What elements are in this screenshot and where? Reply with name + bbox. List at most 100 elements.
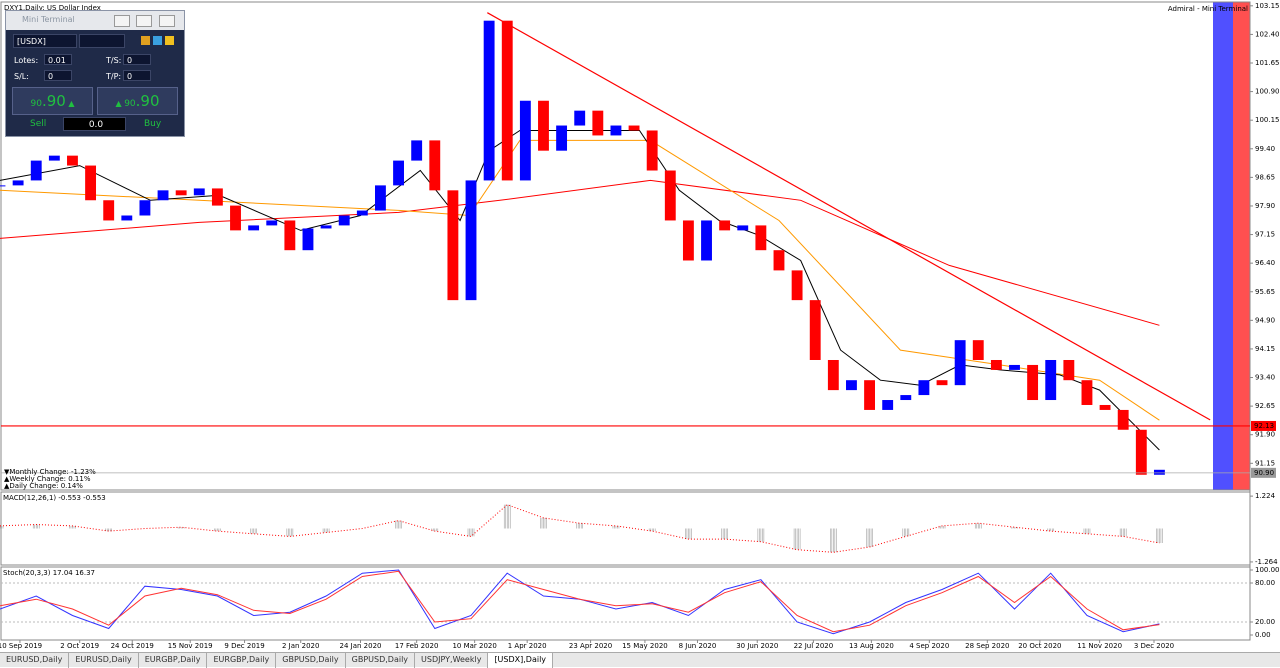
y-tick-label: 103.15 (1255, 2, 1280, 10)
symbol-extra (79, 34, 125, 48)
y-tick-label: 93.40 (1255, 374, 1275, 382)
macd-signal (0, 504, 1160, 553)
x-tick-label: 17 Feb 2020 (395, 642, 439, 650)
x-tick-label: 9 Dec 2019 (224, 642, 264, 650)
chart-tabs: EURUSD,Daily EURUSD,Daily EURGBP,Daily EURG… (0, 652, 1280, 668)
maximize-button[interactable] (136, 15, 152, 27)
candle-body (1081, 380, 1093, 405)
mini-terminal: Mini Terminal [USDX] Lotes: 0.01 T/S: 0 … (5, 10, 185, 137)
volume-display: 0.0 (63, 117, 126, 131)
candle-body (193, 188, 205, 196)
close-button[interactable] (159, 15, 175, 27)
panel-frame (0, 1, 1251, 491)
price-tag (1251, 420, 1276, 431)
buy-button[interactable]: Buy (144, 119, 162, 129)
title-bar: Mini Terminal (6, 11, 184, 30)
chart-header: DXY1,Daily: US Dollar Index (4, 4, 101, 12)
candle-body (682, 220, 694, 261)
x-tick-label: 23 Apr 2020 (569, 642, 612, 650)
candle-body (393, 160, 404, 186)
candle-body (103, 200, 115, 221)
icon[interactable] (165, 36, 174, 45)
y-tick-label: 100.00 (1255, 566, 1280, 574)
candle-body (48, 155, 60, 161)
candle-body (1135, 429, 1147, 475)
candle-body (284, 220, 296, 251)
price-big: .90 (41, 92, 66, 110)
price-tag-label: 90.90 (1254, 469, 1274, 477)
y-tick-label: 0.00 (1255, 631, 1271, 639)
candle-body (737, 225, 749, 231)
candle-body (338, 215, 350, 226)
tab[interactable]: EURGBP,Daily (139, 653, 208, 668)
x-tick-label: 22 Jul 2020 (794, 642, 834, 650)
y-tick-label: 99.40 (1255, 145, 1275, 153)
tp-input[interactable]: 0 (123, 70, 151, 81)
candle-body (610, 125, 622, 136)
symbol-select[interactable]: [USDX] (13, 34, 77, 48)
candle-body (864, 380, 875, 410)
y-tick-label: 97.90 (1255, 202, 1275, 210)
broker-label: Admiral - Mini Terminal (1168, 5, 1248, 13)
candle-body (791, 270, 803, 301)
candle-body (954, 340, 966, 386)
candle-body (139, 200, 151, 216)
tp-label: T/P: (106, 72, 122, 81)
tab[interactable]: USDJPY,Weekly (415, 653, 489, 668)
candle-body (375, 185, 386, 211)
x-tick-label: 11 Nov 2020 (1077, 642, 1122, 650)
candle-body (1045, 359, 1057, 401)
candle-body (501, 20, 513, 181)
candle-body (447, 190, 459, 301)
icon[interactable] (141, 36, 150, 45)
candle-body (990, 359, 1002, 370)
y-tick-label: 91.90 (1255, 431, 1275, 439)
change-label: ▲Daily Change: 0.14% (4, 482, 83, 490)
candle-body (411, 140, 423, 161)
y-tick-label: 101.65 (1255, 59, 1280, 67)
price-tag-label: 92.13 (1254, 422, 1274, 430)
candle-body (30, 160, 42, 181)
candle-body (157, 190, 169, 201)
trend-line (487, 12, 1211, 421)
stoch-line (0, 570, 1160, 633)
x-tick-label: 13 Aug 2020 (849, 642, 894, 650)
ts-input[interactable]: 0 (123, 54, 151, 65)
indicator-title: Stoch(20,3,3) 17.04 16.37 (3, 569, 95, 577)
candle-body (773, 250, 785, 271)
candle-body (1099, 404, 1111, 410)
candle-body (0, 185, 6, 187)
lots-input[interactable]: 0.01 (44, 54, 72, 65)
candle-body (519, 100, 531, 181)
moving-average (0, 179, 1160, 326)
candle-body (574, 110, 586, 126)
ts-label: T/S: (106, 56, 122, 65)
x-tick-label: 20 Oct 2020 (1018, 642, 1061, 650)
icon[interactable] (153, 36, 162, 45)
tab[interactable]: EURGBP,Daily (207, 653, 277, 668)
indicator-title: MACD(12,26,1) -0.553 -0.553 (3, 494, 106, 502)
sl-input[interactable]: 0 (44, 70, 72, 81)
sell-price-button[interactable]: 90.90 ▲ (12, 87, 93, 115)
candle-body (827, 359, 839, 391)
tab[interactable]: EURUSD,Daily (69, 653, 139, 668)
buy-price-button[interactable]: ▲ 90.90 (97, 87, 178, 115)
candle-body (719, 220, 731, 231)
x-tick-label: 8 Jun 2020 (679, 642, 717, 650)
change-label: ▲Weekly Change: 0.11% (4, 475, 91, 483)
tab[interactable]: GBPUSD,Daily (276, 653, 346, 668)
tab[interactable]: [USDX],Daily (488, 653, 554, 668)
y-tick-label: 92.65 (1255, 402, 1275, 410)
sell-button[interactable]: Sell (30, 119, 47, 129)
band-red (1233, 2, 1250, 490)
minimize-button[interactable] (114, 15, 130, 27)
tab[interactable]: GBPUSD,Daily (346, 653, 416, 668)
x-tick-label: 15 Nov 2019 (168, 642, 213, 650)
tab[interactable]: EURUSD,Daily (0, 653, 70, 668)
y-tick-label: -1.264 (1255, 558, 1278, 566)
x-tick-label: 2 Jan 2020 (282, 642, 320, 650)
x-tick-label: 4 Sep 2020 (909, 642, 949, 650)
y-tick-label: 100.15 (1255, 116, 1280, 124)
y-tick-label: 20.00 (1255, 618, 1275, 626)
candle-body (646, 130, 658, 171)
